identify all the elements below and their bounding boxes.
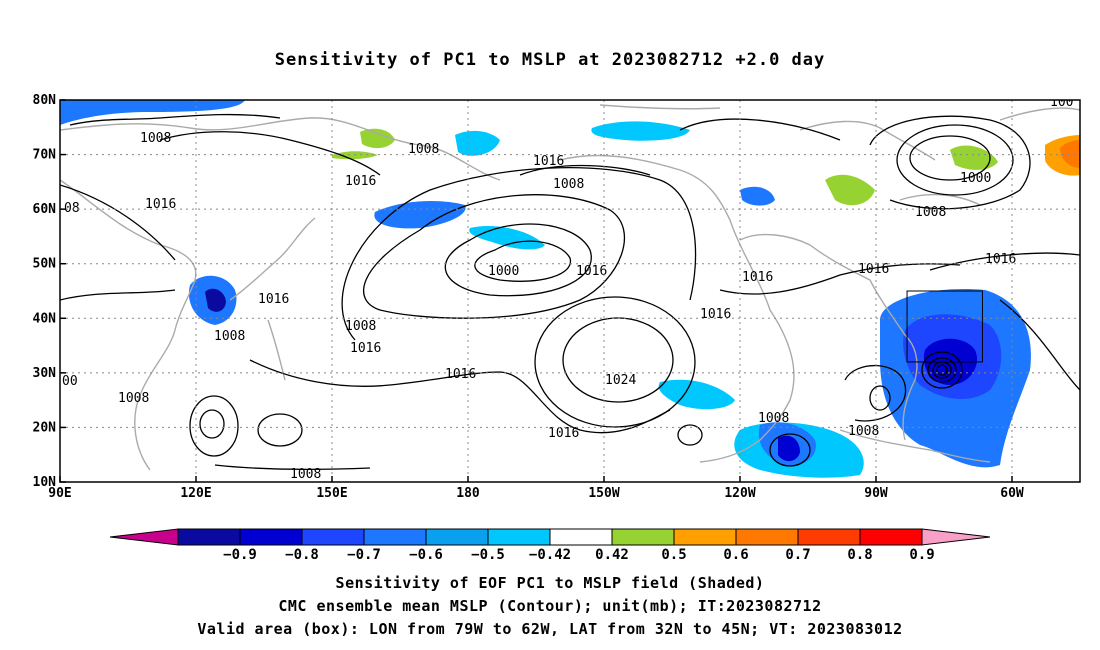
contour-label: 1016 bbox=[742, 270, 773, 285]
contour-label: 1008 bbox=[214, 329, 245, 344]
colorbar-swatch bbox=[611, 528, 675, 546]
contour-label: 1016 bbox=[985, 252, 1016, 267]
lon-tick-label: 90W bbox=[864, 486, 888, 501]
colorbar-label: 0.9 bbox=[909, 547, 934, 563]
contour-label: 08 bbox=[64, 201, 80, 216]
colorbar-label: 0.8 bbox=[847, 547, 872, 563]
contour-label: 1008 bbox=[290, 467, 321, 482]
contour-label: 1016 bbox=[350, 341, 381, 356]
shade-orange-europe-core bbox=[1060, 140, 1080, 168]
plot-frame bbox=[59, 99, 1081, 483]
colorbar-label: −0.6 bbox=[409, 547, 443, 563]
lon-tick-label: 120W bbox=[724, 486, 755, 501]
colorbar-label: −0.42 bbox=[529, 547, 571, 563]
coastline-layer bbox=[60, 104, 1080, 471]
lat-tick-label: 10N bbox=[33, 475, 57, 490]
contour-label: 1016 bbox=[548, 426, 579, 441]
shade-green-hudson bbox=[825, 174, 875, 206]
colorbar-min-triangle bbox=[109, 528, 179, 546]
colorbar-label: −0.8 bbox=[285, 547, 319, 563]
lon-tick-label: 180 bbox=[456, 486, 480, 501]
valid-area-box bbox=[906, 290, 983, 363]
contour-label: 1000 bbox=[488, 264, 519, 279]
shading-layer bbox=[60, 100, 1080, 478]
contour-label: 1016 bbox=[533, 154, 564, 169]
latitude-axis: 80N 70N 60N 50N 40N 30N 20N 10N bbox=[33, 93, 66, 490]
shade-east-pacific bbox=[658, 379, 735, 410]
contour-label: 1016 bbox=[858, 262, 889, 277]
valid-area-rect bbox=[906, 290, 983, 363]
contour-label: 100 bbox=[1050, 95, 1073, 110]
colorbar-swatch bbox=[301, 528, 365, 546]
colorbar-max-triangle bbox=[921, 528, 991, 546]
shade-alaska bbox=[740, 186, 775, 206]
contour-label: 1016 bbox=[700, 307, 731, 322]
colorbar-swatch bbox=[487, 528, 551, 546]
colorbar-swatch bbox=[239, 528, 303, 546]
footer-line-1: Sensitivity of EOF PC1 to MSLP field (Sh… bbox=[335, 574, 765, 592]
plot-title: Sensitivity of PC1 to MSLP at 2023082712… bbox=[274, 50, 826, 70]
contour-label: 1008 bbox=[140, 131, 171, 146]
lon-tick-label: 150W bbox=[588, 486, 619, 501]
contour-label: 1016 bbox=[345, 174, 376, 189]
grid-layer bbox=[60, 100, 1080, 482]
contour-label: 1024 bbox=[605, 373, 636, 388]
colorbar-swatch bbox=[859, 528, 923, 546]
contour-label: 1008 bbox=[408, 142, 439, 157]
colorbar-swatch bbox=[735, 528, 799, 546]
contour-label: 1008 bbox=[848, 424, 879, 439]
shade-kamchatka bbox=[374, 200, 466, 229]
lat-tick-label: 20N bbox=[33, 420, 57, 435]
shade-green-greenland bbox=[950, 145, 998, 170]
colorbar-swatch bbox=[425, 528, 489, 546]
colorbar-label: 0.7 bbox=[785, 547, 810, 563]
contour-label: 1008 bbox=[118, 391, 149, 406]
lon-tick-label: 150E bbox=[316, 486, 347, 501]
contour-label: 1008 bbox=[345, 319, 376, 334]
lat-tick-label: 40N bbox=[33, 311, 57, 326]
contour-label: 1008 bbox=[915, 205, 946, 220]
shade-green-siberia bbox=[360, 128, 395, 149]
lon-tick-label: 60W bbox=[1000, 486, 1024, 501]
contour-layer bbox=[60, 113, 1080, 470]
colorbar-label: 0.5 bbox=[661, 547, 686, 563]
lat-tick-label: 60N bbox=[33, 202, 57, 217]
colorbar-swatch bbox=[797, 528, 861, 546]
colorbar-label: 0.42 bbox=[595, 547, 629, 563]
colorbar: −0.9 −0.8 −0.7 −0.6 −0.5 −0.42 0.42 0.5 0.6 0.7 0.… bbox=[109, 528, 991, 563]
contour-label: 1000 bbox=[960, 171, 991, 186]
colorbar-swatch bbox=[363, 528, 427, 546]
lat-tick-label: 30N bbox=[33, 366, 57, 381]
footer-line-3: Valid area (box): LON from 79W to 62W, L… bbox=[197, 620, 903, 638]
contour-label: 1008 bbox=[758, 411, 789, 426]
contour-label: 00 bbox=[62, 374, 78, 389]
colorbar-label: −0.5 bbox=[471, 547, 505, 563]
lat-tick-label: 80N bbox=[33, 93, 57, 108]
contour-label: 1008 bbox=[553, 177, 584, 192]
contour-label: 1016 bbox=[258, 292, 289, 307]
lon-tick-label: 90E bbox=[48, 486, 71, 501]
contour-label: 1016 bbox=[145, 197, 176, 212]
colorbar-swatch bbox=[673, 528, 737, 546]
colorbar-label: −0.7 bbox=[347, 547, 381, 563]
colorbar-swatch bbox=[549, 528, 613, 546]
shade-gulf-inner bbox=[778, 435, 800, 462]
contour-label: 1016 bbox=[576, 264, 607, 279]
longitude-axis: 90E 120E 150E 180 150W 120W 90W 60W bbox=[48, 476, 1024, 501]
contour-label: 1016 bbox=[445, 367, 476, 382]
lat-tick-label: 70N bbox=[33, 148, 57, 163]
footer-line-2: CMC ensemble mean MSLP (Contour); unit(m… bbox=[278, 597, 822, 615]
colorbar-label: −0.9 bbox=[223, 547, 257, 563]
shade-arctic-east bbox=[591, 121, 690, 141]
colorbar-label: 0.6 bbox=[723, 547, 748, 563]
lon-tick-label: 120E bbox=[180, 486, 211, 501]
shade-green-siberia2 bbox=[332, 151, 378, 160]
shade-arctic-north bbox=[455, 130, 500, 156]
shade-arctic-west bbox=[60, 100, 245, 125]
lat-tick-label: 50N bbox=[33, 257, 57, 272]
shade-bering bbox=[469, 225, 545, 250]
colorbar-swatch bbox=[177, 528, 241, 546]
shade-japan-core bbox=[205, 288, 226, 312]
